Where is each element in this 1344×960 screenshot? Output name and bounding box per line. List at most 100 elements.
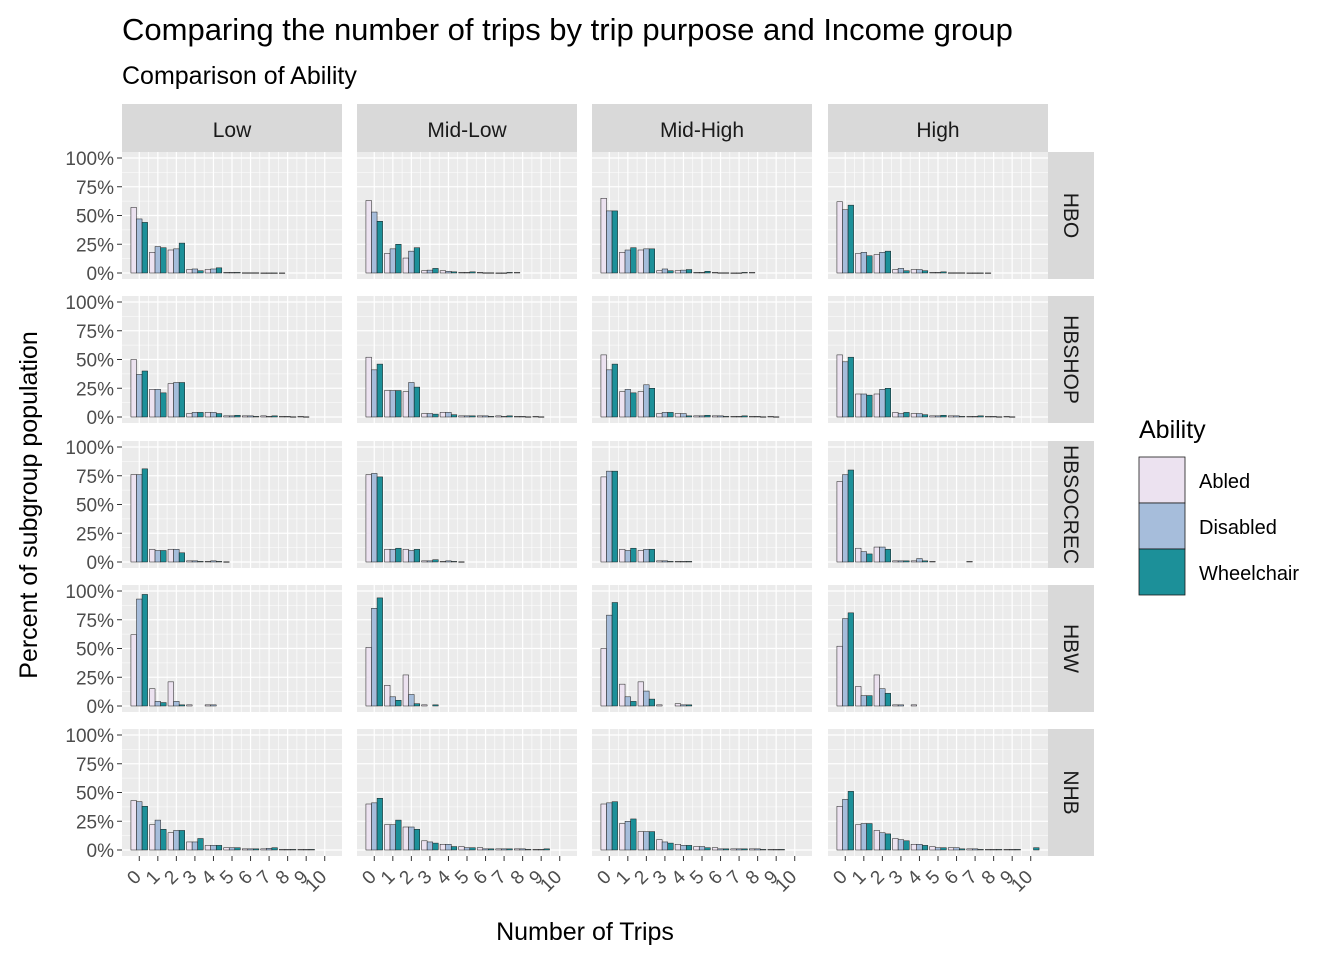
bar [611, 363, 618, 418]
bar [723, 272, 730, 274]
bar [365, 803, 372, 851]
bar [501, 416, 508, 418]
bar [847, 791, 854, 851]
y-tick-label: 50% [76, 207, 114, 228]
bar [384, 824, 391, 851]
bar [186, 704, 193, 707]
bar [953, 847, 960, 851]
bar [656, 839, 663, 851]
bar [439, 412, 446, 418]
y-tick-label: 25% [76, 524, 114, 545]
bar [432, 842, 439, 851]
x-tick-label: 3 [414, 867, 436, 889]
bar [619, 391, 626, 418]
bar [160, 829, 167, 851]
bar [141, 806, 148, 851]
bar [149, 549, 156, 563]
bar [191, 841, 198, 851]
bar [685, 415, 693, 418]
bar [674, 844, 681, 851]
x-tick-label: 10 [771, 867, 801, 897]
bar [977, 272, 984, 274]
bar [495, 415, 502, 418]
bar [643, 831, 650, 851]
col-strip-label: High [916, 119, 959, 142]
bar [860, 551, 867, 563]
y-tick-label: 25% [76, 668, 114, 689]
bar [916, 558, 923, 563]
bar [873, 830, 880, 851]
bar [191, 560, 198, 563]
bar [749, 416, 756, 418]
bar [619, 549, 626, 563]
legend-label: Wheelchair [1199, 563, 1299, 585]
bar [693, 846, 700, 851]
bar [439, 270, 446, 274]
bar [458, 561, 465, 563]
bar [395, 700, 402, 707]
chart-subtitle: Comparison of Ability [122, 62, 357, 90]
bar [439, 561, 446, 563]
x-tick-label: 1 [612, 867, 634, 889]
chart-title: Comparing the number of trips by trip pu… [122, 12, 1013, 47]
legend-key [1138, 502, 1186, 550]
bar [186, 560, 193, 563]
bar [643, 690, 650, 707]
bar [637, 391, 644, 418]
bar [611, 470, 618, 563]
x-tick-label: 7 [723, 867, 745, 889]
bar [879, 688, 886, 707]
bar [892, 412, 899, 418]
bar [482, 415, 489, 418]
bar [432, 704, 439, 707]
bar [940, 271, 947, 274]
bar [897, 268, 904, 274]
bar [730, 416, 737, 418]
bar [371, 802, 378, 851]
bar [611, 210, 618, 274]
bar [916, 413, 923, 418]
bar [178, 242, 185, 274]
bar [271, 415, 278, 418]
x-tick-label: 6 [470, 867, 492, 889]
bar [704, 415, 711, 418]
bar [947, 847, 955, 851]
x-tick-label: 1 [377, 867, 399, 889]
bar [450, 846, 458, 851]
x-tick-label: 1 [848, 867, 870, 889]
col-strip [122, 104, 342, 152]
bar [680, 413, 687, 418]
bar [773, 849, 780, 851]
bar [959, 272, 966, 274]
bar [730, 272, 737, 274]
x-tick-label: 1 [142, 867, 164, 889]
bar [736, 848, 743, 851]
x-tick-label: 7 [253, 867, 275, 889]
bar [606, 210, 613, 274]
bar [532, 416, 539, 418]
bar [674, 270, 681, 274]
bar [266, 272, 273, 274]
bar [749, 272, 756, 274]
bar [717, 848, 724, 851]
bar [934, 847, 942, 851]
bar [260, 415, 267, 418]
bar [685, 561, 693, 563]
bar [384, 549, 391, 563]
bar [717, 272, 724, 274]
bar [892, 838, 899, 851]
bar [284, 416, 291, 418]
bar [234, 272, 241, 274]
bar [197, 270, 204, 274]
y-tick-label: 100% [65, 726, 114, 747]
bar [972, 416, 979, 418]
bar [376, 221, 383, 274]
col-strip-label: Mid-High [660, 119, 744, 142]
bar [130, 634, 137, 707]
bar [371, 211, 378, 274]
bar [204, 845, 211, 851]
bar [600, 476, 607, 563]
y-tick-label: 75% [76, 755, 114, 776]
bar [413, 247, 420, 274]
bar [866, 394, 873, 418]
